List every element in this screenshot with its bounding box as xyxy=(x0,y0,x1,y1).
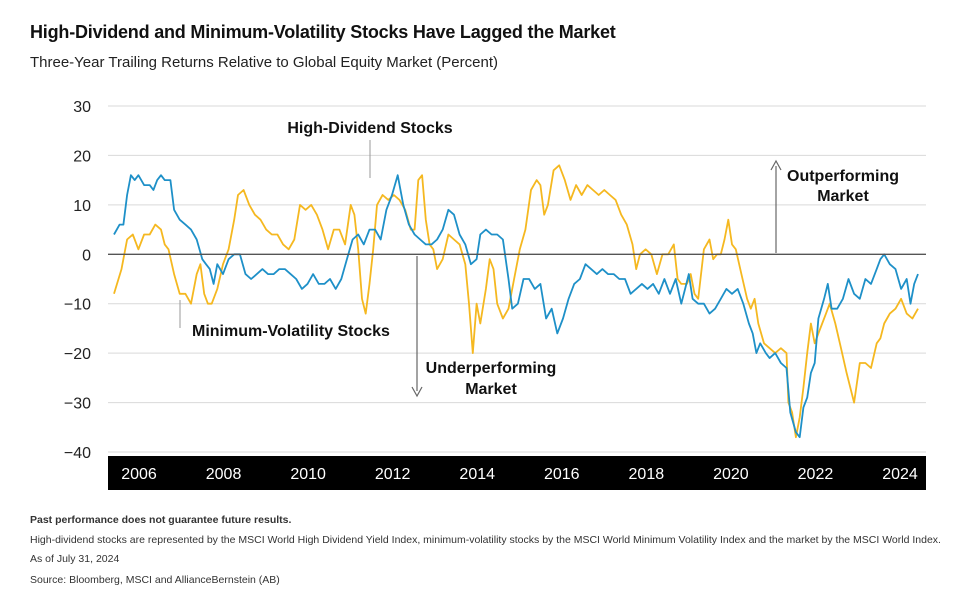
y-tick-label: −40 xyxy=(64,445,91,462)
underperforming-arrow-head xyxy=(411,386,423,398)
y-tick-label: −10 xyxy=(64,297,91,314)
disclaimer-note: Past performance does not guarantee futu… xyxy=(30,514,292,526)
y-tick-label: −20 xyxy=(64,346,91,363)
x-tick-label: 2020 xyxy=(713,466,749,483)
underperforming-label-line1: Underperforming xyxy=(426,360,557,377)
outperforming-label-line2: Market xyxy=(817,188,869,205)
high-dividend-label: High-Dividend Stocks xyxy=(287,120,452,137)
min-volatility-series-line xyxy=(113,174,919,439)
y-tick-label: 0 xyxy=(82,247,91,264)
x-tick-label: 2006 xyxy=(121,466,157,483)
index-description-note: High-dividend stocks are represented by … xyxy=(30,534,941,546)
x-tick-label: 2010 xyxy=(290,466,326,483)
x-tick-label: 2012 xyxy=(375,466,411,483)
as-of-note: As of July 31, 2024 xyxy=(30,553,120,565)
x-tick-label: 2022 xyxy=(798,466,834,483)
chart-subtitle: Three-Year Trailing Returns Relative to … xyxy=(30,54,498,71)
x-axis-band xyxy=(108,456,926,490)
chart-title: High-Dividend and Minimum-Volatility Sto… xyxy=(30,22,616,42)
y-tick-label: 20 xyxy=(73,148,91,165)
outperforming-arrow-head xyxy=(770,159,782,171)
y-tick-label: 10 xyxy=(73,198,91,215)
x-tick-label: 2014 xyxy=(459,466,495,483)
x-tick-label: 2016 xyxy=(544,466,580,483)
x-tick-label: 2018 xyxy=(629,466,665,483)
underperforming-label-line2: Market xyxy=(465,381,517,398)
y-tick-label: −30 xyxy=(64,396,91,413)
outperforming-label-line1: Outperforming xyxy=(787,168,899,185)
source-note: Source: Bloomberg, MSCI and AllianceBern… xyxy=(30,574,280,586)
x-tick-label: 2008 xyxy=(206,466,242,483)
x-tick-label: 2024 xyxy=(882,466,918,483)
min-volatility-label: Minimum-Volatility Stocks xyxy=(192,323,390,340)
y-tick-label: 30 xyxy=(73,99,91,116)
